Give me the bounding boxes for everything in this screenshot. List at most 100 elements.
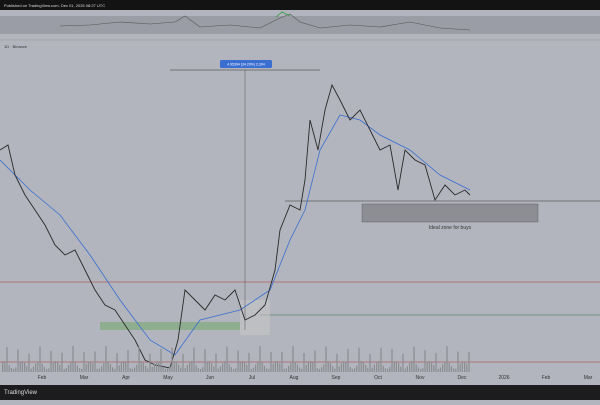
volume-bar xyxy=(461,361,463,372)
volume-bar xyxy=(90,361,92,372)
volume-bar xyxy=(145,365,147,372)
time-label: Feb xyxy=(38,375,47,381)
brand: TradingView xyxy=(4,390,38,396)
volume-bar xyxy=(105,346,107,372)
volume-bar xyxy=(391,348,393,372)
volume-bar xyxy=(112,367,114,372)
volume-bar xyxy=(114,368,116,372)
volume-bar xyxy=(48,368,50,372)
volume-bar xyxy=(450,366,452,372)
volume-bar xyxy=(466,363,468,372)
volume-bar xyxy=(175,361,177,372)
volume-bar xyxy=(316,368,318,372)
volume-bar xyxy=(21,361,23,372)
volume-bar xyxy=(345,361,347,372)
volume-bar xyxy=(123,361,125,372)
volume-bar xyxy=(332,366,334,372)
volume-bar xyxy=(147,368,149,372)
volume-bar xyxy=(444,361,446,372)
volume-bar xyxy=(241,361,243,372)
volume-bar xyxy=(277,361,279,372)
volume-bar xyxy=(244,362,246,372)
volume-bar xyxy=(400,366,402,372)
volume-bar xyxy=(92,363,94,372)
volume-bar xyxy=(151,366,153,372)
time-label: Apr xyxy=(122,375,130,381)
volume-bar xyxy=(464,361,466,372)
rsi-line xyxy=(59,13,471,31)
volume-bar xyxy=(63,368,65,372)
volume-bar xyxy=(431,362,433,372)
volume-bar xyxy=(387,368,389,372)
volume-bar xyxy=(76,365,78,372)
volume-bar xyxy=(24,362,26,372)
volume-bar xyxy=(68,364,70,372)
volume-bar xyxy=(378,361,380,372)
volume-bar xyxy=(336,353,338,372)
accumulation-zone xyxy=(100,322,240,330)
volume-bar xyxy=(347,348,349,372)
volume-bar xyxy=(50,350,52,372)
time-axis: Feb Mar Apr May Jun Jul Aug Sep Oct Nov Dec 2026 Feb… xyxy=(38,375,593,381)
zone-label: Ideal zone for buys xyxy=(429,225,472,231)
volume-bar xyxy=(428,361,430,372)
footer-bar xyxy=(0,385,600,400)
volume-bar xyxy=(303,352,305,372)
volume-bar xyxy=(358,347,360,372)
volume-bar xyxy=(272,363,274,372)
volume-bar xyxy=(96,368,98,372)
volume-bar xyxy=(37,361,39,372)
volume-bar xyxy=(158,361,160,372)
volume-bar xyxy=(35,363,37,372)
volume-bar xyxy=(226,346,228,372)
volume-bar xyxy=(290,362,292,372)
volume-bar xyxy=(402,353,404,372)
volume-bar xyxy=(26,366,28,372)
volume-bar xyxy=(224,361,226,372)
volume-bar xyxy=(235,368,237,372)
volume-bar xyxy=(65,367,67,372)
volume-bar xyxy=(415,364,417,372)
volume-bar xyxy=(356,365,358,372)
volume-bar xyxy=(81,368,83,372)
volume-bar xyxy=(79,368,81,372)
volume-bar xyxy=(395,361,397,372)
volume-bar xyxy=(439,367,441,372)
volume-bar xyxy=(94,351,96,372)
volume-bar xyxy=(248,352,250,372)
volume-bar xyxy=(305,365,307,372)
volume-bar xyxy=(215,353,217,372)
volume-bar xyxy=(283,368,285,372)
volume-bar xyxy=(404,368,406,372)
volume-bar xyxy=(230,367,232,372)
volume-bar xyxy=(343,361,345,372)
volume-bar xyxy=(382,365,384,372)
volume-bar xyxy=(455,368,457,372)
volume-bar xyxy=(426,362,428,372)
volume-bar xyxy=(28,353,30,372)
volume-bar xyxy=(103,363,105,372)
volume-bar xyxy=(61,352,63,372)
volume-bar xyxy=(142,362,144,372)
volume-bar xyxy=(70,362,72,372)
time-label: Dec xyxy=(458,375,467,381)
volume-bar xyxy=(263,365,265,372)
time-label: Jun xyxy=(206,375,214,381)
volume-bar xyxy=(362,361,364,372)
volume-bar xyxy=(200,368,202,372)
volume-bar xyxy=(15,367,17,372)
volume-bar xyxy=(334,368,336,372)
volume-bar xyxy=(180,367,182,372)
volume-bar xyxy=(279,363,281,372)
volume-bar xyxy=(6,347,8,372)
volume-bar xyxy=(74,362,76,372)
volume-bar xyxy=(360,361,362,372)
volume-bar xyxy=(340,363,342,372)
volume-bar xyxy=(329,363,331,372)
volume-bar xyxy=(259,346,261,372)
volume-bar xyxy=(338,366,340,372)
volume-bar xyxy=(398,363,400,372)
volume-bar xyxy=(32,366,34,372)
